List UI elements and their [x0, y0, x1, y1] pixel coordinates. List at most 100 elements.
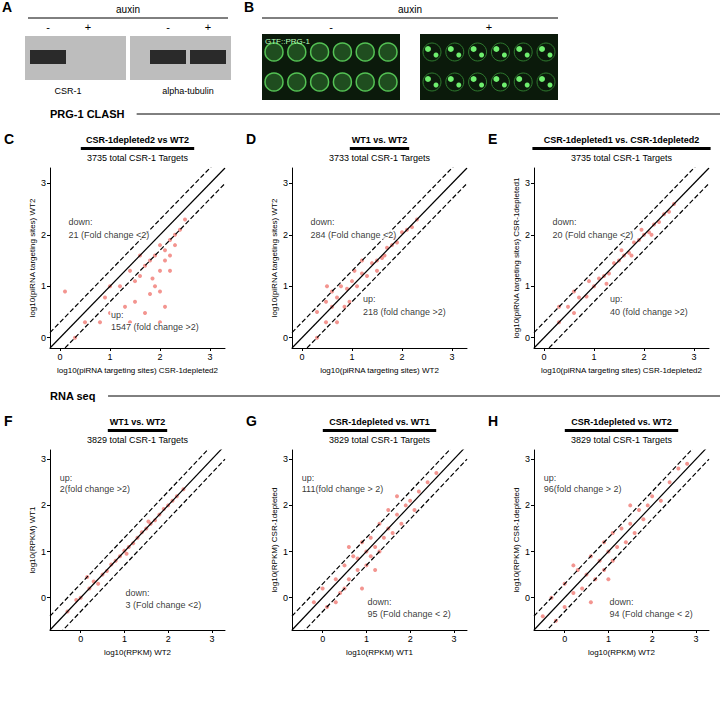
- svg-text:111(fold change > 2): 111(fold change > 2): [302, 484, 383, 494]
- svg-text:96(fold change > 2): 96(fold change > 2): [544, 484, 622, 494]
- svg-text:3: 3: [691, 352, 696, 362]
- svg-text:218 (fold change >2): 218 (fold change >2): [363, 307, 446, 317]
- svg-text:auxin: auxin: [398, 4, 422, 15]
- svg-text:0: 0: [57, 352, 62, 362]
- svg-text:-: -: [329, 21, 333, 33]
- svg-text:1: 1: [283, 547, 288, 557]
- svg-text:1: 1: [591, 352, 596, 362]
- svg-text:1: 1: [349, 352, 354, 362]
- svg-text:log10(piRNA targeting sites) W: log10(piRNA targeting sites) WT2: [320, 366, 439, 375]
- svg-text:95 (Fold change < 2): 95 (Fold change < 2): [367, 609, 450, 619]
- svg-text:2: 2: [283, 500, 288, 510]
- svg-text:RNA seq: RNA seq: [50, 390, 95, 402]
- svg-text:0: 0: [525, 333, 530, 343]
- svg-text:-: -: [46, 21, 50, 33]
- svg-text:B: B: [244, 0, 254, 15]
- svg-text:+: +: [85, 21, 91, 33]
- svg-text:3735 total CSR-1 Targets: 3735 total CSR-1 Targets: [87, 153, 188, 163]
- svg-text:2: 2: [650, 634, 655, 644]
- svg-text:1547 (fold change >2): 1547 (fold change >2): [111, 322, 199, 332]
- svg-text:3829 total CSR-1 Targets: 3829 total CSR-1 Targets: [87, 435, 188, 445]
- svg-text:1: 1: [41, 547, 46, 557]
- svg-text:log10(piRNA targeting sites) W: log10(piRNA targeting sites) WT2: [270, 198, 279, 317]
- svg-text:up:: up:: [60, 473, 73, 483]
- svg-text:3735 total CSR-1 Targets: 3735 total CSR-1 Targets: [571, 153, 672, 163]
- svg-text:auxin: auxin: [116, 4, 140, 15]
- svg-text:1: 1: [525, 281, 530, 291]
- svg-text:1: 1: [364, 634, 369, 644]
- svg-text:WT1 vs. WT2: WT1 vs. WT2: [352, 135, 408, 145]
- svg-text:log10(piRNA targeting sites) W: log10(piRNA targeting sites) WT2: [28, 198, 37, 317]
- svg-text:up:: up:: [302, 473, 315, 483]
- svg-text:3: 3: [451, 634, 456, 644]
- svg-text:D: D: [246, 131, 256, 147]
- svg-text:1: 1: [107, 352, 112, 362]
- svg-text:3829 total CSR-1 Targets: 3829 total CSR-1 Targets: [329, 435, 430, 445]
- svg-text:3: 3: [693, 634, 698, 644]
- svg-text:3: 3: [209, 634, 214, 644]
- svg-text:WT1 vs. WT2: WT1 vs. WT2: [110, 417, 166, 427]
- svg-text:log10(RPKM) WT2: log10(RPKM) WT2: [588, 648, 656, 657]
- svg-text:0: 0: [320, 634, 325, 644]
- svg-text:CSR-1depleted vs. WT2: CSR-1depleted vs. WT2: [571, 417, 672, 427]
- svg-text:0: 0: [525, 593, 530, 603]
- svg-text:3: 3: [41, 178, 46, 188]
- svg-text:CSR-1depleted1 vs. CSR-1deplet: CSR-1depleted1 vs. CSR-1depleted2: [544, 135, 700, 145]
- svg-text:CSR-1depleted2 vs WT2: CSR-1depleted2 vs WT2: [86, 135, 189, 145]
- svg-text:3: 3: [207, 352, 212, 362]
- svg-text:94 (Fold change < 2): 94 (Fold change < 2): [609, 609, 692, 619]
- svg-text:0: 0: [299, 352, 304, 362]
- svg-text:3: 3: [283, 454, 288, 464]
- svg-text:3829 total CSR-1 Targets: 3829 total CSR-1 Targets: [571, 435, 672, 445]
- svg-text:2(fold change >2): 2(fold change >2): [60, 484, 130, 494]
- svg-text:2: 2: [525, 500, 530, 510]
- svg-text:up:: up:: [111, 310, 124, 320]
- svg-text:down:: down:: [69, 217, 93, 227]
- svg-text:CSR-1depleted vs. WT1: CSR-1depleted vs. WT1: [329, 417, 430, 427]
- svg-text:2: 2: [166, 634, 171, 644]
- svg-text:0: 0: [562, 634, 567, 644]
- svg-text:down:: down:: [311, 217, 335, 227]
- svg-text:0: 0: [283, 333, 288, 343]
- svg-text:log10(piRNA targeting sites) C: log10(piRNA targeting sites) CSR-1deplet…: [57, 366, 219, 375]
- svg-text:+: +: [486, 21, 492, 33]
- svg-text:0: 0: [78, 634, 83, 644]
- svg-text:2: 2: [408, 634, 413, 644]
- svg-text:log10(RPKM) CSR-1depleted: log10(RPKM) CSR-1depleted: [270, 488, 279, 593]
- svg-text:down:: down:: [367, 597, 391, 607]
- svg-text:3: 3: [41, 454, 46, 464]
- svg-text:2: 2: [399, 352, 404, 362]
- svg-text:2: 2: [41, 230, 46, 240]
- svg-text:2: 2: [525, 230, 530, 240]
- svg-text:3: 3: [525, 178, 530, 188]
- svg-text:1: 1: [41, 281, 46, 291]
- svg-text:2: 2: [283, 230, 288, 240]
- svg-text:+: +: [205, 21, 211, 33]
- svg-text:284 (Fold change <2): 284 (Fold change <2): [311, 230, 397, 240]
- svg-text:CSR-1: CSR-1: [54, 86, 81, 96]
- svg-text:A: A: [2, 0, 12, 15]
- svg-text:1: 1: [606, 634, 611, 644]
- svg-text:PRG-1 CLASH: PRG-1 CLASH: [50, 108, 125, 120]
- svg-text:log10(RPKM) WT1: log10(RPKM) WT1: [28, 506, 37, 574]
- svg-text:1: 1: [283, 281, 288, 291]
- svg-text:0: 0: [541, 352, 546, 362]
- svg-text:0: 0: [41, 593, 46, 603]
- svg-text:0: 0: [41, 333, 46, 343]
- svg-text:up:: up:: [544, 473, 557, 483]
- svg-text:3 (Fold change <2): 3 (Fold change <2): [125, 600, 201, 610]
- svg-text:2: 2: [157, 352, 162, 362]
- svg-text:21 (Fold change <2): 21 (Fold change <2): [69, 230, 150, 240]
- svg-text:3: 3: [449, 352, 454, 362]
- svg-text:2: 2: [641, 352, 646, 362]
- svg-text:E: E: [488, 131, 497, 147]
- svg-text:3: 3: [525, 454, 530, 464]
- svg-text:down:: down:: [609, 597, 633, 607]
- svg-text:log10(RPKM) WT1: log10(RPKM) WT1: [346, 648, 414, 657]
- svg-text:up:: up:: [363, 294, 376, 304]
- svg-text:F: F: [4, 413, 13, 429]
- svg-text:down:: down:: [553, 217, 577, 227]
- svg-text:1: 1: [122, 634, 127, 644]
- svg-text:log10(RPKM) CSR-1depleted: log10(RPKM) CSR-1depleted: [512, 488, 521, 593]
- svg-text:-: -: [166, 21, 170, 33]
